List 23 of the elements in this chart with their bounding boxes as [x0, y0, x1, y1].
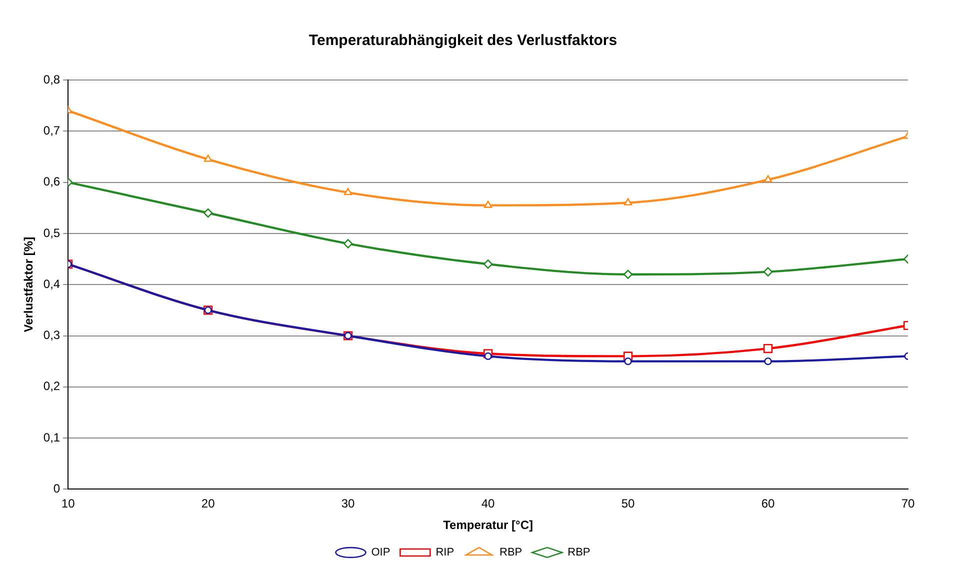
legend-label: RBP [568, 546, 590, 559]
x-tick-label: 60 [761, 496, 776, 511]
x-axis-title: Temperatur [°C] [443, 518, 533, 532]
x-tick-label: 10 [61, 496, 76, 511]
legend-label: RIP [436, 546, 454, 559]
x-tick-label: 30 [341, 496, 356, 511]
y-tick-label: 0,6 [43, 174, 60, 189]
y-tick-label: 0,4 [43, 276, 60, 291]
y-tick-label: 0,3 [43, 328, 60, 342]
y-tick-label: 0,2 [43, 379, 60, 394]
x-tick-label: 20 [201, 496, 216, 511]
y-tick-label: 0 [53, 482, 60, 496]
y-axis-title: Verlustfaktor [%] [22, 236, 36, 332]
y-tick-label: 0,5 [43, 226, 60, 240]
chart-title: Temperaturabhängigkeit des Verlustfaktors [308, 32, 618, 50]
x-tick-label: 70 [901, 496, 915, 511]
y-tick-label: 0,7 [43, 123, 60, 138]
y-tick-label: 0,8 [43, 72, 60, 86]
legend-label: OIP [371, 546, 390, 559]
x-tick-label: 50 [621, 496, 636, 511]
x-tick-label: 40 [481, 496, 496, 511]
y-tick-label: 0,1 [43, 430, 60, 444]
legend-label: RBP [500, 546, 522, 559]
